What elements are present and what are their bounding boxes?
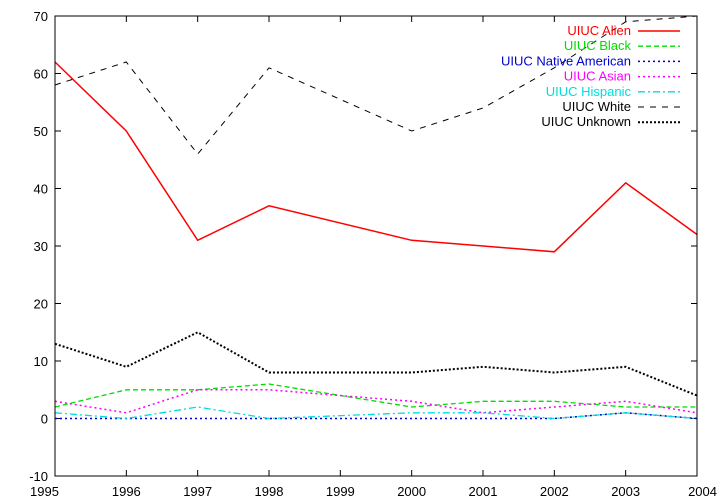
series-line	[54, 15, 698, 155]
y-tick-label: 60	[34, 67, 48, 82]
y-tick-label: 10	[34, 354, 48, 369]
x-tick-label: 2004	[688, 484, 717, 499]
x-tick-label: 1995	[30, 484, 59, 499]
x-tick-label: 2000	[397, 484, 426, 499]
y-tick-label: 70	[34, 9, 48, 24]
series-line	[55, 412, 698, 420]
y-tick-label: 0	[41, 412, 48, 427]
tick-labels: 1995 1996 1997 1998 1999 2000 2001 2002 2003 2004…	[29, 9, 717, 499]
x-tick-label: 1998	[255, 484, 284, 499]
y-tick-label: 30	[34, 239, 48, 254]
legend-label: UIUC White	[562, 99, 631, 114]
plot-frame	[54, 15, 698, 477]
x-tick-label: 1999	[326, 484, 355, 499]
series-line	[54, 406, 698, 420]
series-line	[54, 331, 698, 397]
x-tick-label: 2003	[611, 484, 640, 499]
y-tick-label: 50	[34, 124, 48, 139]
x-tick-label: 2002	[540, 484, 569, 499]
y-tick-label: 20	[34, 297, 48, 312]
series-line	[54, 383, 697, 408]
legend-label: UIUC Black	[564, 38, 632, 53]
series-line	[54, 61, 698, 253]
legend-label: UIUC Asian	[564, 69, 631, 84]
legend-label: UIUC Unknown	[541, 114, 631, 129]
series-lines	[54, 15, 698, 420]
legend-label: UIUC Alien	[567, 23, 631, 38]
x-tick-label: 1996	[112, 484, 141, 499]
y-tick-label: 40	[34, 182, 48, 197]
y-tick-label: -10	[29, 469, 48, 484]
x-tick-label: 1997	[183, 484, 212, 499]
legend-label: UIUC Hispanic	[546, 84, 632, 99]
legend-label: UIUC Native American	[501, 53, 631, 68]
x-tick-label: 2001	[469, 484, 498, 499]
series-line	[54, 389, 698, 414]
